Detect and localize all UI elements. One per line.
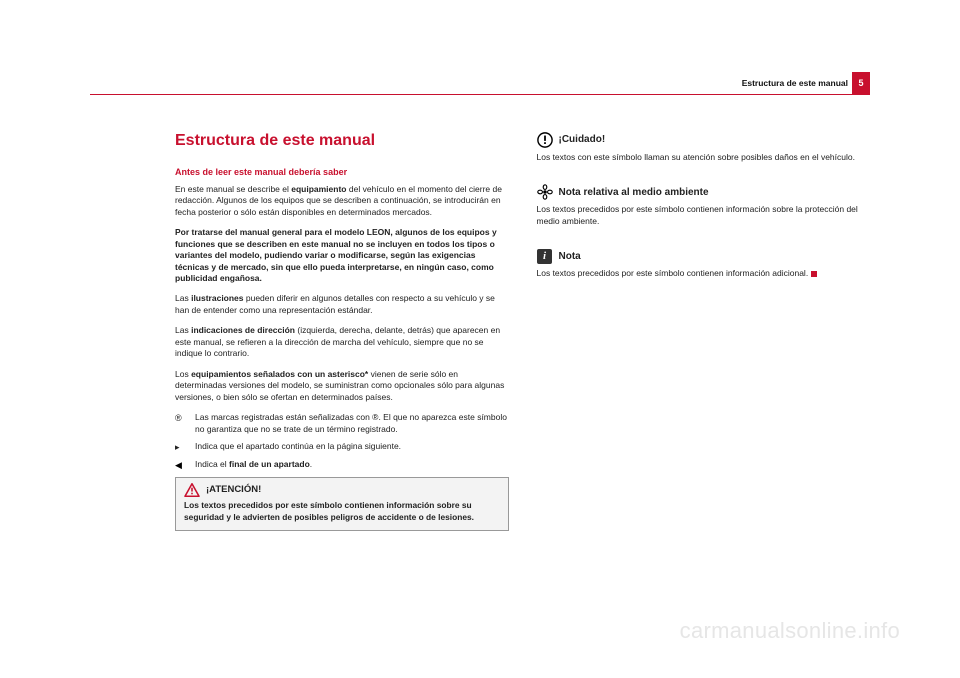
text: En este manual se describe el xyxy=(175,184,291,194)
caution-body: Los textos con este símbolo llaman su at… xyxy=(537,152,871,163)
environment-body: Los textos precedidos por este símbolo c… xyxy=(537,204,871,227)
bullet-continues: ▸ Indica que el apartado continúa en la … xyxy=(175,441,509,453)
warning-triangle-icon xyxy=(184,483,200,497)
text-bold: equipamiento xyxy=(291,184,346,194)
triangle-left-icon: ◀ xyxy=(175,459,189,471)
warning-heading: ¡ATENCIÓN! xyxy=(176,478,508,500)
flower-icon xyxy=(537,184,553,200)
paragraph-4: Las indicaciones de dirección (izquierda… xyxy=(175,325,509,359)
spacer xyxy=(537,172,871,182)
text-bold: equipamientos señalados con un asterisco… xyxy=(191,369,368,379)
paragraph-3: Las ilustraciones pueden diferir en algu… xyxy=(175,293,509,316)
environment-heading: Nota relativa al medio ambiente xyxy=(537,184,871,200)
note-label: Nota xyxy=(559,250,581,264)
paragraph-1: En este manual se describe el equipamien… xyxy=(175,184,509,218)
caution-circle-icon xyxy=(537,132,553,148)
text: Indica el xyxy=(195,459,229,469)
watermark-text: carmanualsonline.info xyxy=(680,618,900,644)
bullet-text: Indica que el apartado continúa en la pá… xyxy=(195,441,509,453)
environment-label: Nota relativa al medio ambiente xyxy=(559,186,709,200)
main-heading: Estructura de este manual xyxy=(175,130,509,152)
bullet-end: ◀ Indica el final de un apartado. xyxy=(175,459,509,471)
text: Las xyxy=(175,325,191,335)
page: Estructura de este manual 5 Estructura d… xyxy=(0,0,960,678)
note-heading: i Nota xyxy=(537,248,871,264)
note-text: Los textos precedidos por este símbolo c… xyxy=(537,268,809,278)
paragraph-2: Por tratarse del manual general para el … xyxy=(175,227,509,284)
sub-heading: Antes de leer este manual debería saber xyxy=(175,166,509,178)
text: Las xyxy=(175,293,191,303)
bullet-text: Indica el final de un apartado. xyxy=(195,459,509,471)
text: . xyxy=(310,459,312,469)
paragraph-5: Los equipamientos señalados con un aster… xyxy=(175,369,509,403)
info-square-icon: i xyxy=(537,248,553,264)
spacer xyxy=(537,236,871,246)
caution-label: ¡Cuidado! xyxy=(559,133,606,147)
text-bold: final de un apartado xyxy=(229,459,310,469)
page-number-box: 5 xyxy=(852,72,870,94)
warning-body: Los textos precedidos por este símbolo c… xyxy=(176,500,508,530)
registered-icon: ® xyxy=(175,412,189,435)
triangle-right-icon: ▸ xyxy=(175,441,189,453)
text-bold: indicaciones de dirección xyxy=(191,325,295,335)
right-column: ¡Cuidado! Los textos con este símbolo ll… xyxy=(537,130,871,531)
end-square-icon xyxy=(811,271,817,277)
warning-box: ¡ATENCIÓN! Los textos precedidos por est… xyxy=(175,477,509,531)
text: Los xyxy=(175,369,191,379)
left-column: Estructura de este manual Antes de leer … xyxy=(175,130,509,531)
bullet-registered: ® Las marcas registradas están señalizad… xyxy=(175,412,509,435)
header-rule xyxy=(90,94,870,95)
bullet-text: Las marcas registradas están señalizadas… xyxy=(195,412,509,435)
running-title: Estructura de este manual xyxy=(742,78,848,88)
text-bold: ilustraciones xyxy=(191,293,243,303)
content-area: Estructura de este manual Antes de leer … xyxy=(175,130,870,531)
caution-heading: ¡Cuidado! xyxy=(537,132,871,148)
note-body: Los textos precedidos por este símbolo c… xyxy=(537,268,871,279)
warning-label: ¡ATENCIÓN! xyxy=(206,484,261,497)
